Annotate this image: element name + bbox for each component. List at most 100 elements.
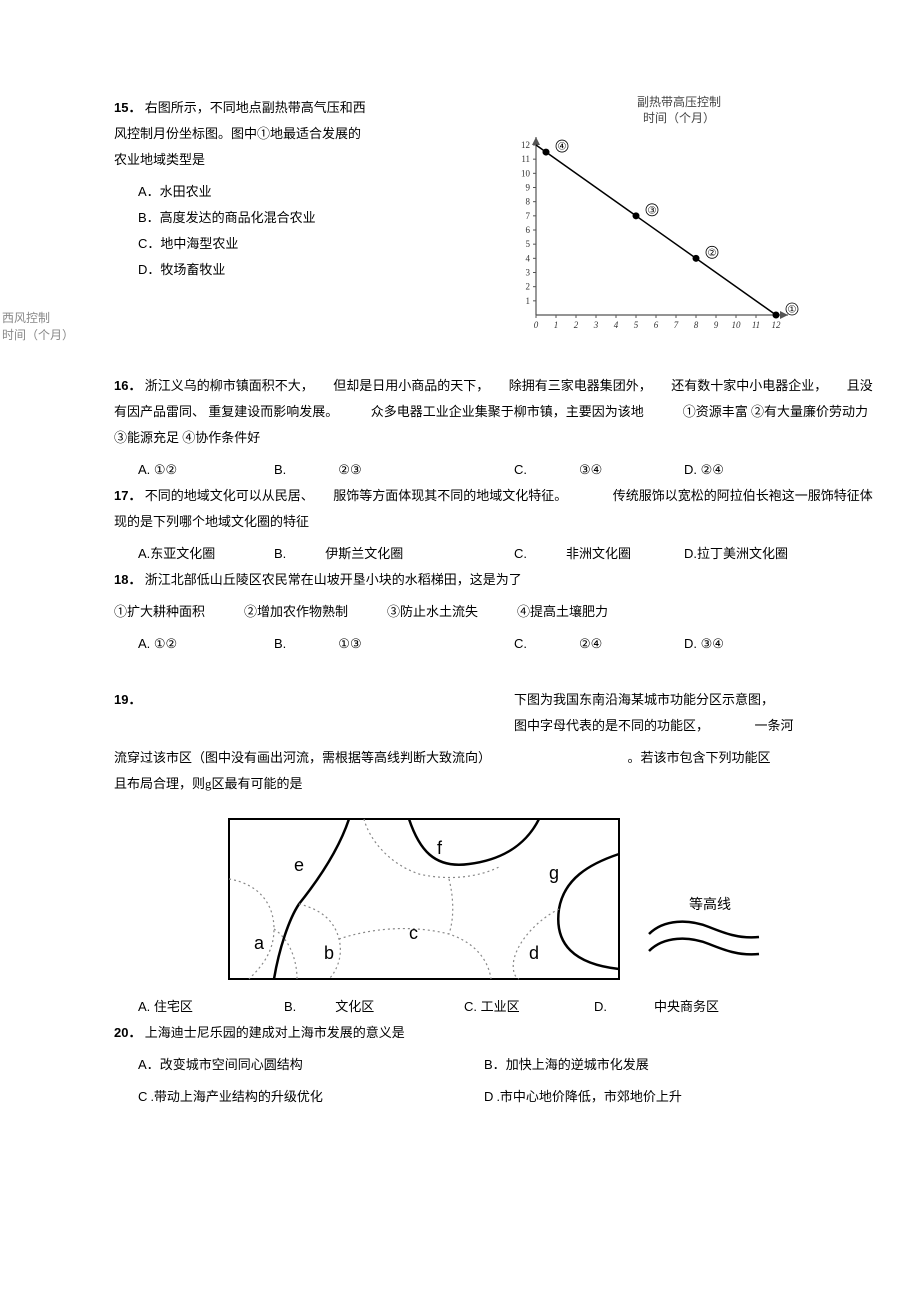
q16-opt-C: ③④	[579, 462, 602, 477]
svg-text:2: 2	[574, 320, 579, 330]
q15-opt-A: A．水田农业	[114, 179, 504, 205]
svg-text:e: e	[294, 855, 304, 875]
q19-stem-l2: 。若该市包含下列功能区	[628, 750, 771, 765]
svg-text:③: ③	[648, 206, 657, 217]
q18-items: ①扩大耕种面积 ②增加农作物熟制 ③防止水土流失 ④提高土壤肥力	[114, 599, 884, 625]
q16-opts: A. ①② B. ②③ C. ③④ D. ②④	[114, 457, 884, 483]
q19-opt-A: 住宅区	[154, 999, 193, 1014]
q15-opt-C: C．地中海型农业	[114, 231, 504, 257]
q19-stem: 19． 下图为我国东南沿海某城市功能分区示意图， 图中字母代表的是不同的功能区，…	[114, 687, 884, 739]
q20-num: 20．	[114, 1025, 141, 1040]
q20-opt-C: 带动上海产业结构的升级优化	[154, 1089, 323, 1104]
svg-text:5: 5	[634, 320, 639, 330]
svg-text:5: 5	[526, 239, 531, 249]
svg-text:6: 6	[526, 225, 531, 235]
margin-note: 西风控制 时间（个月）	[2, 310, 74, 344]
margin-note-l1: 西风控制	[2, 311, 50, 325]
svg-text:1: 1	[554, 320, 559, 330]
q20-stem: 20． 上海迪士尼乐园的建成对上海市发展的意义是	[114, 1020, 884, 1046]
svg-text:②: ②	[708, 248, 717, 259]
q18-opts: A. ①② B. ①③ C. ②④ D. ③④	[114, 631, 884, 657]
svg-text:9: 9	[526, 183, 531, 193]
svg-text:2: 2	[526, 282, 531, 292]
svg-text:10: 10	[732, 320, 742, 330]
q19-opts: A. 住宅区 B. 文化区 C. 工业区 D. 中央商务区	[114, 994, 884, 1020]
q19-stem-l1: 流穿过该市区（图中没有画出河流，需根据等高线判断大致流向）	[114, 750, 491, 765]
q17-opts: A.东亚文化圈 B. 伊斯兰文化圈 C. 非洲文化圈 D.拉丁美洲文化圈	[114, 541, 884, 567]
svg-text:3: 3	[593, 320, 599, 330]
q15-stem-l1: 右图所示，不同地点副热带高气压和西	[145, 100, 366, 115]
q15-chart: 0123456789101112123456789101112①②③④	[504, 130, 804, 340]
margin-note-l2: 时间（个月）	[2, 328, 74, 342]
q20-opt-D: 市中心地价降低，市郊地价上升	[500, 1089, 682, 1104]
q20-opt-A: 改变城市空间同心圆结构	[160, 1057, 303, 1072]
q17-opt-A: 东亚文化圈	[150, 546, 215, 561]
q19-stem-bottom: 流穿过该市区（图中没有画出河流，需根据等高线判断大致流向） 。若该市包含下列功能…	[114, 745, 884, 797]
q18-opt-C: ②④	[579, 636, 602, 651]
q20-opt-B: 加快上海的逆城市化发展	[506, 1057, 649, 1072]
q15-chart-title: 副热带高压控制 时间（个月）	[504, 95, 854, 126]
svg-text:10: 10	[521, 169, 531, 179]
q16-stem-text: 浙江义乌的柳市镇面积不大， 但却是日用小商品的天下， 除拥有三家电器集团外， 还…	[114, 378, 907, 445]
q16-opt-A: ①②	[154, 462, 177, 477]
q18-opt-B: ①③	[338, 636, 361, 651]
svg-text:0: 0	[534, 320, 539, 330]
svg-text:1: 1	[526, 296, 531, 306]
svg-text:7: 7	[526, 211, 531, 221]
q20-opts-row1: A．改变城市空间同心圆结构 B．加快上海的逆城市化发展	[114, 1052, 884, 1078]
q16-opt-B: ②③	[338, 462, 361, 477]
q17-opt-C: 非洲文化圈	[566, 546, 631, 561]
svg-text:12: 12	[772, 320, 782, 330]
svg-text:①: ①	[788, 305, 797, 316]
svg-text:④: ④	[558, 142, 567, 153]
q15-stem: 15． 右图所示，不同地点副热带高气压和西 风控制月份坐标图。图中①地最适合发展…	[114, 95, 504, 173]
svg-text:b: b	[324, 943, 334, 963]
q18-stem: 18． 浙江北部低山丘陵区农民常在山坡开垦小块的水稻梯田，这是为了	[114, 567, 884, 593]
svg-text:6: 6	[654, 320, 659, 330]
q19-map: a b c d e f g 等高线	[219, 809, 779, 989]
svg-text:3: 3	[526, 268, 531, 278]
q19-opt-C: 工业区	[481, 999, 520, 1014]
svg-text:11: 11	[752, 320, 760, 330]
q17-stem-text: 不同的地域文化可以从民居、 服饰等方面体现其不同的地域文化特征。 传统服饰以宽松…	[114, 488, 873, 529]
q19-opt-B: 文化区	[335, 999, 374, 1014]
q20-stem-text: 上海迪士尼乐园的建成对上海市发展的意义是	[145, 1025, 405, 1040]
q17-opt-B: 伊斯兰文化圈	[325, 546, 403, 561]
q16-opt-D: ②④	[701, 462, 724, 477]
svg-text:8: 8	[526, 197, 531, 207]
svg-text:g: g	[549, 863, 559, 883]
svg-text:f: f	[437, 838, 443, 858]
q19-num: 19．	[114, 692, 141, 707]
svg-text:a: a	[254, 933, 265, 953]
svg-text:12: 12	[521, 140, 530, 150]
q18-opt-D: ③④	[701, 636, 724, 651]
q19-stem-r2: 图中字母代表的是不同的功能区， 一条河	[514, 718, 794, 733]
q20-opts-row2: C .带动上海产业结构的升级优化 D .市中心地价降低，市郊地价上升	[114, 1084, 884, 1110]
svg-text:8: 8	[694, 320, 699, 330]
q16-num: 16．	[114, 378, 141, 393]
svg-text:4: 4	[526, 254, 531, 264]
svg-text:11: 11	[521, 154, 530, 164]
q18-opt-A: ①②	[154, 636, 177, 651]
q19-opt-D: 中央商务区	[654, 999, 719, 1014]
q19-stem-l3: 且布局合理，则g区最有可能的是	[114, 776, 303, 791]
q15-stem-l3: 农业地域类型是	[114, 152, 205, 167]
q15-opt-B: B．高度发达的商品化混合农业	[114, 205, 504, 231]
q18-num: 18．	[114, 572, 141, 587]
svg-text:等高线: 等高线	[689, 896, 731, 913]
q17-opt-D: 拉丁美洲文化圈	[697, 546, 788, 561]
svg-text:7: 7	[674, 320, 679, 330]
svg-text:9: 9	[714, 320, 719, 330]
svg-text:d: d	[529, 943, 539, 963]
q15-opt-D: D．牧场畜牧业	[114, 257, 504, 283]
q16-stem: 16． 浙江义乌的柳市镇面积不大， 但却是日用小商品的天下， 除拥有三家电器集团…	[114, 373, 884, 451]
svg-text:4: 4	[614, 320, 619, 330]
q15-stem-l2: 风控制月份坐标图。图中①地最适合发展的	[114, 126, 361, 141]
svg-text:c: c	[409, 923, 418, 943]
q15-num: 15．	[114, 100, 141, 115]
q18-stem-text: 浙江北部低山丘陵区农民常在山坡开垦小块的水稻梯田，这是为了	[145, 572, 522, 587]
q19-stem-r1: 下图为我国东南沿海某城市功能分区示意图，	[514, 692, 774, 707]
q15: 15． 右图所示，不同地点副热带高气压和西 风控制月份坐标图。图中①地最适合发展…	[114, 95, 884, 345]
q17-stem: 17． 不同的地域文化可以从民居、 服饰等方面体现其不同的地域文化特征。 传统服…	[114, 483, 884, 535]
q19-map-wrap: a b c d e f g 等高线	[114, 809, 884, 994]
